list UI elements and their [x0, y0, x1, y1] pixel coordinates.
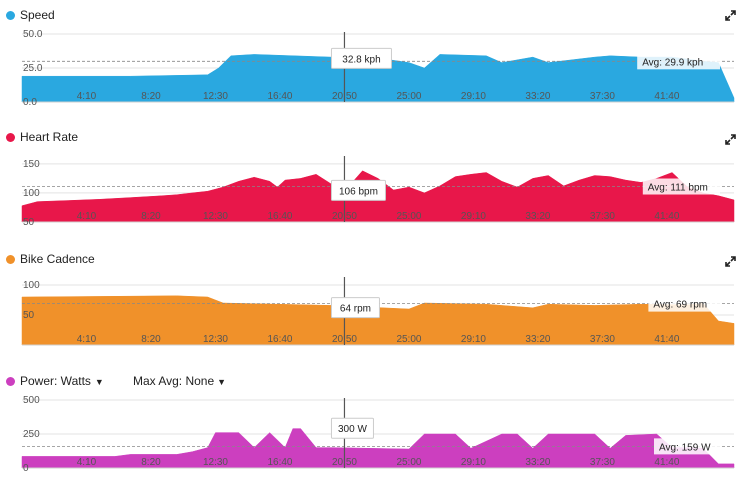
expand-arrows-icon[interactable]: [725, 10, 736, 21]
power-chart-title: Power: Watts: [20, 374, 91, 388]
average-label: Avg: 111 bpm: [648, 183, 708, 194]
expand-arrows-icon[interactable]: [725, 134, 736, 145]
x-tick-label: 4:10: [77, 211, 97, 222]
cadence-chart-title: Bike Cadence: [20, 252, 95, 266]
x-tick-label: 12:30: [203, 457, 228, 468]
cadence-legend-dot: [6, 255, 15, 264]
heart-rate-chart-panel: Heart Rate 150 100 50 4:10 8:20 12:30 16:40 20:…: [0, 122, 745, 242]
y-tick-label: 0: [23, 463, 29, 474]
hover-tooltip-value: 300 W: [338, 424, 367, 435]
y-tick-label: 25.0: [23, 63, 43, 74]
x-tick-label: 16:40: [267, 457, 292, 468]
y-tick-label: 500: [23, 395, 40, 406]
cadence-chart-panel: Bike Cadence 100 50 4:10 8:20 12:30 16:40 20:5…: [0, 244, 745, 364]
x-tick-label: 37:30: [590, 457, 615, 468]
heart-rate-chart-title: Heart Rate: [20, 130, 79, 144]
average-label: Avg: 159 W: [659, 442, 711, 453]
caret-down-icon: ▼: [217, 377, 227, 387]
power-metric-dropdown[interactable]: Power: Watts ▼: [20, 374, 104, 388]
x-tick-label: 41:40: [654, 211, 679, 222]
x-tick-label: 8:20: [141, 211, 161, 222]
y-tick-label: 100: [23, 280, 40, 291]
x-tick-label: 25:00: [396, 211, 421, 222]
y-tick-label: 250: [23, 429, 40, 440]
y-tick-label: 50: [23, 310, 35, 321]
x-tick-label: 25:00: [396, 457, 421, 468]
x-tick-label: 8:20: [141, 457, 161, 468]
x-tick-label: 33:20: [525, 91, 550, 102]
y-tick-label: 0.0: [23, 97, 37, 108]
average-label: Avg: 69 rpm: [653, 300, 707, 311]
y-tick-label: 50.0: [23, 29, 43, 40]
y-tick-label: 150: [23, 159, 40, 170]
average-label-box: [637, 53, 720, 70]
speed-legend-dot: [6, 11, 15, 20]
x-tick-label: 16:40: [267, 334, 292, 345]
max-avg-dropdown[interactable]: Max Avg: None ▼: [133, 374, 226, 388]
hover-tooltip-box: [330, 47, 392, 69]
x-tick-label: 37:30: [590, 334, 615, 345]
x-tick-label: 12:30: [203, 334, 228, 345]
area-series: [21, 295, 735, 346]
hover-tooltip-value: 32.8 kph: [342, 54, 380, 65]
heart-rate-legend-dot: [6, 133, 15, 142]
x-tick-label: 37:30: [590, 211, 615, 222]
hover-tooltip-box: [330, 297, 380, 319]
hover-tooltip-value: 64 rpm: [340, 304, 371, 315]
average-label-box: [654, 438, 720, 455]
y-tick-label: 50: [23, 217, 35, 228]
speed-plot[interactable]: 50.025.00.04:10 8:20 12:30 16:40 20:50 25:00 2…: [0, 0, 745, 120]
average-label-box: [642, 178, 720, 195]
max-avg-label: Max Avg: None: [133, 374, 215, 388]
x-tick-label: 8:20: [141, 91, 161, 102]
speed-chart-title: Speed: [20, 8, 55, 22]
x-tick-label: 29:10: [461, 211, 486, 222]
hover-tooltip-value: 106 bpm: [339, 186, 378, 197]
y-tick-label: 100: [23, 188, 40, 199]
x-tick-label: 29:10: [461, 334, 486, 345]
x-tick-label: 41:40: [654, 457, 679, 468]
hover-tooltip-box: [330, 417, 374, 439]
power-chart-panel: Power: Watts ▼ Max Avg: None ▼ 500 250 0 4:10…: [0, 366, 745, 478]
x-tick-label: 25:00: [396, 91, 421, 102]
x-tick-label: 33:20: [525, 211, 550, 222]
x-tick-label: 12:30: [203, 211, 228, 222]
average-label: Avg: 29.9 kph: [642, 57, 703, 68]
x-tick-label: 29:10: [461, 91, 486, 102]
expand-arrows-icon[interactable]: [725, 256, 736, 267]
x-tick-label: 33:20: [525, 334, 550, 345]
x-tick-label: 8:20: [141, 334, 161, 345]
x-tick-label: 16:40: [267, 211, 292, 222]
average-label-box: [648, 295, 720, 312]
x-tick-label: 4:10: [77, 91, 97, 102]
x-tick-label: 29:10: [461, 457, 486, 468]
x-tick-label: 12:30: [203, 91, 228, 102]
x-tick-label: 4:10: [77, 457, 97, 468]
x-tick-label: 37:30: [590, 91, 615, 102]
speed-chart-panel: Speed 50.0 25.0 0.0 4:10 8:20 12:30 16:40 20:50…: [0, 0, 745, 120]
x-tick-label: 25:00: [396, 334, 421, 345]
caret-down-icon: ▼: [94, 377, 104, 387]
x-tick-label: 41:40: [654, 91, 679, 102]
area-series: [21, 428, 735, 469]
x-tick-label: 4:10: [77, 334, 97, 345]
power-legend-dot: [6, 377, 15, 386]
x-tick-label: 16:40: [267, 91, 292, 102]
hover-tooltip-box: [330, 179, 386, 201]
x-tick-label: 33:20: [525, 457, 550, 468]
x-tick-label: 41:40: [654, 334, 679, 345]
